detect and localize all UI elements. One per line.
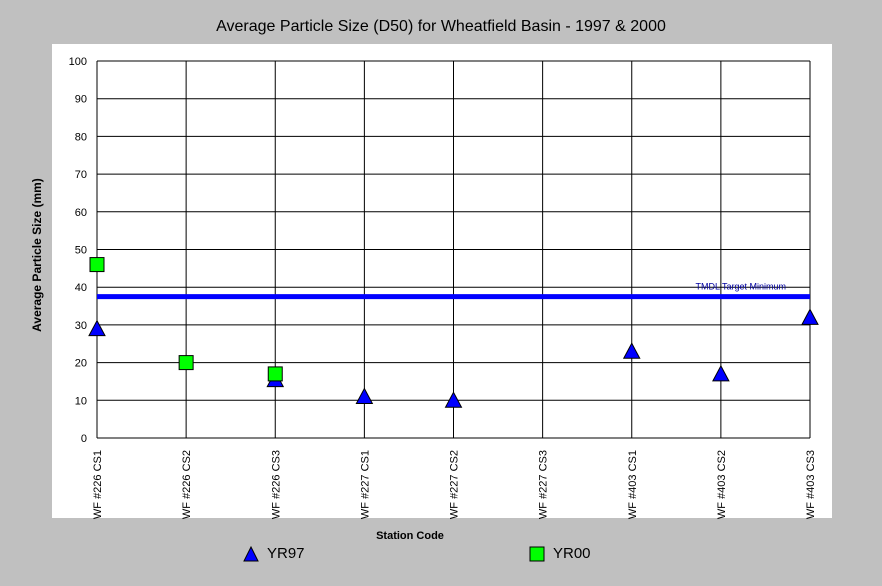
chart-title: Average Particle Size (D50) for Wheatfie… — [216, 18, 666, 35]
x-tick-label: WF #226 CS3 — [270, 450, 282, 519]
x-tick-label: WF #226 CS2 — [181, 450, 193, 519]
yr97-point — [444, 391, 463, 408]
y-tick-label: 60 — [75, 207, 87, 219]
y-tick-label: 30 — [75, 320, 87, 332]
legend-label-yr00: YR00 — [553, 545, 591, 562]
yr97-point — [355, 387, 374, 405]
triangle-marker-icon — [243, 545, 259, 561]
x-tick-label: WF #227 CS1 — [359, 450, 371, 519]
x-tick-label: WF #403 CS3 — [805, 450, 817, 519]
yr00-point — [89, 257, 105, 273]
x-tick-label: WF #403 CS2 — [716, 450, 728, 519]
y-tick-label: 90 — [75, 94, 87, 106]
yr97-point — [801, 308, 819, 325]
x-tick-label: WF #227 CS2 — [449, 450, 461, 519]
y-tick-label: 40 — [75, 282, 87, 294]
yr97-point — [88, 319, 106, 337]
x-tick-label: WF #227 CS3 — [538, 450, 550, 519]
yr00-point — [267, 366, 283, 382]
x-axis-label: Station Code — [376, 530, 444, 542]
y-tick-label: 20 — [75, 358, 87, 370]
x-tick-label: WF #226 CS1 — [92, 450, 104, 519]
y-tick-label: 10 — [75, 395, 87, 407]
y-tick-label: 50 — [75, 245, 87, 257]
yr97-point — [622, 342, 641, 359]
legend-item-yr97: YR97 — [243, 545, 305, 562]
legend-item-yr00: YR00 — [529, 545, 591, 562]
y-tick-label: 0 — [81, 433, 87, 445]
tmdl-target-label: TMDL Target Minimum — [695, 282, 786, 292]
square-marker-icon — [529, 546, 545, 561]
yr00-point — [178, 355, 194, 371]
y-tick-label: 100 — [69, 56, 87, 68]
x-tick-label: WF #403 CS1 — [627, 450, 639, 519]
y-tick-label: 80 — [75, 131, 87, 143]
yr97-point — [712, 364, 730, 382]
chart-panel — [52, 44, 832, 518]
legend-label-yr97: YR97 — [267, 545, 305, 562]
y-tick-label: 70 — [75, 169, 87, 181]
